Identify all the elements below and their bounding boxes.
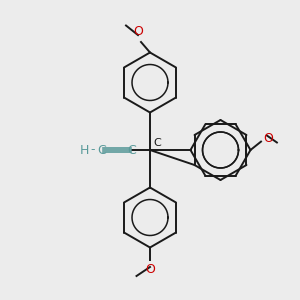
Text: C: C (153, 139, 161, 148)
Text: O: O (263, 132, 273, 145)
Text: C: C (128, 143, 136, 157)
Text: -: - (91, 143, 95, 157)
Text: H: H (79, 143, 89, 157)
Text: C: C (98, 143, 106, 157)
Text: O: O (145, 263, 155, 276)
Text: O: O (133, 25, 143, 38)
